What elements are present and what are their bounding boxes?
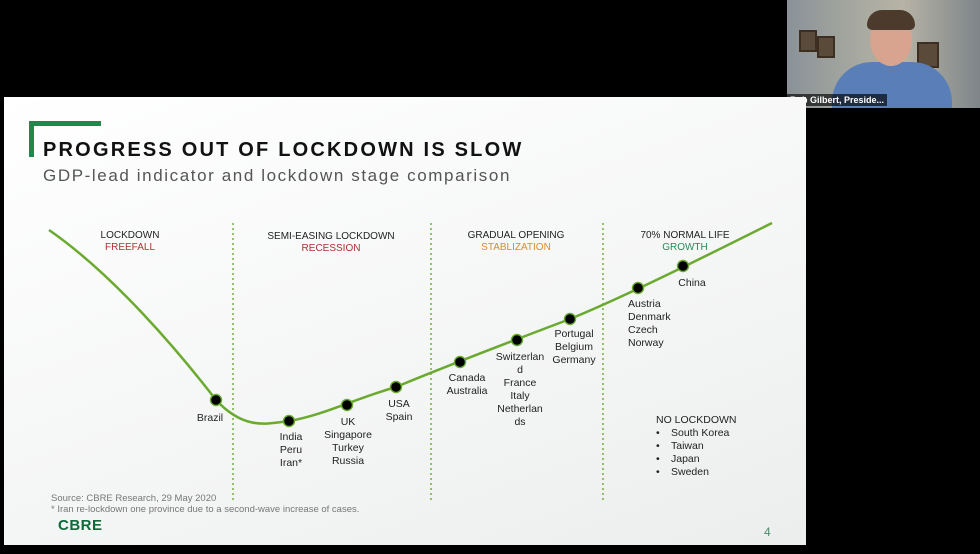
point-label: Denmark [628, 311, 671, 323]
slide-subtitle: GDP-lead indicator and lockdown stage co… [43, 166, 512, 185]
participant-name: Bob Gilbert, Preside... [787, 94, 888, 106]
point-label: France [504, 377, 537, 389]
curve-markers [209, 259, 690, 428]
marker-usa [389, 380, 403, 394]
title-bracket [29, 121, 101, 126]
point-label: Austria [628, 298, 661, 310]
page-number: 4 [764, 525, 771, 539]
point-label: Belgium [555, 341, 593, 353]
no-lockdown-bullet: • [656, 427, 660, 439]
no-lockdown-bullet: • [656, 440, 660, 452]
marker-switzerland [510, 333, 524, 347]
gdp-curve [48, 221, 773, 425]
lockdown-curve-chart: LOCKDOWN FREEFALL SEMI-EASING LOCKDOWN R… [48, 221, 773, 501]
point-label: Netherlan [497, 403, 543, 415]
wall-picture [799, 30, 817, 52]
point-label: Peru [280, 444, 302, 456]
point-label: UK [341, 416, 356, 428]
cbre-logo: CBRE [58, 517, 103, 534]
point-label: Czech [628, 324, 658, 336]
point-label: India [280, 431, 303, 443]
slide-title: PROGRESS OUT OF LOCKDOWN IS SLOW [43, 139, 524, 161]
point-label: Turkey [332, 442, 364, 454]
stage-name: SEMI-EASING LOCKDOWN [267, 231, 394, 242]
point-label: Australia [447, 385, 488, 397]
point-label: Canada [449, 372, 486, 384]
point-label: Norway [628, 337, 664, 349]
shared-slide: PROGRESS OUT OF LOCKDOWN IS SLOW GDP-lea… [4, 97, 806, 545]
point-label: Portugal [554, 328, 593, 340]
stage-status: FREEFALL [105, 242, 155, 253]
point-label: Spain [386, 411, 413, 423]
point-label: Brazil [197, 412, 223, 424]
title-bracket-vertical [29, 121, 34, 157]
marker-austria [631, 281, 645, 295]
marker-canada [453, 355, 467, 369]
marker-uk [340, 398, 354, 412]
point-label: Germany [552, 354, 596, 366]
no-lockdown-item: Taiwan [671, 440, 704, 452]
wall-picture [817, 36, 835, 58]
stage-name: GRADUAL OPENING [468, 230, 565, 241]
point-label: Iran* [280, 457, 302, 469]
point-label: Italy [510, 390, 530, 402]
participant-hair [867, 10, 915, 30]
point-label: USA [388, 398, 410, 410]
source-text: Source: CBRE Research, 29 May 2020 [51, 493, 217, 504]
marker-portugal [563, 312, 577, 326]
point-label: ds [514, 416, 525, 428]
no-lockdown-title: NO LOCKDOWN [656, 414, 737, 426]
stage-status: GROWTH [662, 242, 708, 253]
no-lockdown-bullet: • [656, 453, 660, 465]
no-lockdown-bullet: • [656, 466, 660, 478]
no-lockdown-item: South Korea [671, 427, 730, 439]
point-label: Russia [332, 455, 364, 467]
point-label: Singapore [324, 429, 372, 441]
point-label: d [517, 364, 523, 376]
source-note: Source: CBRE Research, 29 May 2020 * Ira… [51, 493, 359, 515]
participant-video[interactable]: Bob Gilbert, Preside... [787, 0, 980, 108]
marker-brazil [209, 393, 223, 407]
stage-status: RECESSION [302, 243, 361, 254]
footnote-text: * Iran re-lockdown one province due to a… [51, 504, 360, 515]
marker-india [282, 414, 296, 428]
no-lockdown-item: Sweden [671, 466, 709, 478]
point-label: Switzerlan [496, 351, 545, 363]
point-label: China [678, 277, 706, 289]
marker-china [676, 259, 690, 273]
no-lockdown-item: Japan [671, 453, 700, 465]
stage-status: STABLIZATION [481, 242, 551, 253]
stage-name: 70% NORMAL LIFE [640, 230, 729, 241]
stage-name: LOCKDOWN [101, 230, 160, 241]
